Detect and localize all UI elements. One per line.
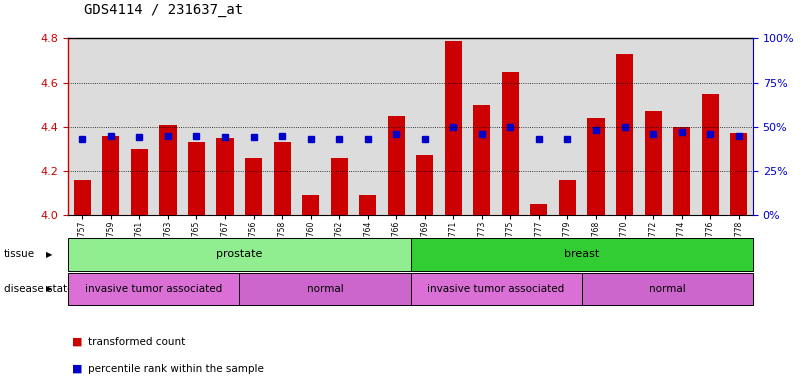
Bar bbox=[417, 156, 433, 215]
Bar bbox=[645, 111, 662, 215]
Text: disease state: disease state bbox=[4, 284, 74, 294]
Bar bbox=[245, 158, 262, 215]
Bar bbox=[730, 133, 747, 215]
Bar bbox=[473, 104, 490, 215]
Text: ■: ■ bbox=[72, 364, 83, 374]
Bar bbox=[216, 138, 234, 215]
Text: percentile rank within the sample: percentile rank within the sample bbox=[88, 364, 264, 374]
Text: transformed count: transformed count bbox=[88, 337, 185, 347]
Bar bbox=[331, 158, 348, 215]
Text: GDS4114 / 231637_at: GDS4114 / 231637_at bbox=[84, 3, 244, 17]
Bar bbox=[74, 180, 91, 215]
Bar bbox=[273, 142, 291, 215]
Bar bbox=[359, 195, 376, 215]
Bar bbox=[501, 71, 519, 215]
Bar bbox=[103, 136, 119, 215]
Bar bbox=[559, 180, 576, 215]
Bar bbox=[131, 149, 148, 215]
Bar bbox=[159, 124, 176, 215]
Text: invasive tumor associated: invasive tumor associated bbox=[428, 284, 565, 294]
Bar bbox=[530, 204, 547, 215]
Bar bbox=[616, 54, 633, 215]
Bar bbox=[188, 142, 205, 215]
Bar bbox=[702, 94, 718, 215]
Bar bbox=[445, 41, 462, 215]
Text: tissue: tissue bbox=[4, 249, 35, 260]
Text: normal: normal bbox=[307, 284, 344, 294]
Text: ▶: ▶ bbox=[46, 250, 53, 259]
Bar bbox=[673, 127, 690, 215]
Text: normal: normal bbox=[649, 284, 686, 294]
Bar bbox=[302, 195, 319, 215]
Text: ■: ■ bbox=[72, 337, 83, 347]
Text: ▶: ▶ bbox=[46, 285, 53, 293]
Text: prostate: prostate bbox=[216, 249, 263, 260]
Text: invasive tumor associated: invasive tumor associated bbox=[85, 284, 223, 294]
Text: breast: breast bbox=[564, 249, 599, 260]
Bar bbox=[388, 116, 405, 215]
Bar bbox=[587, 118, 605, 215]
